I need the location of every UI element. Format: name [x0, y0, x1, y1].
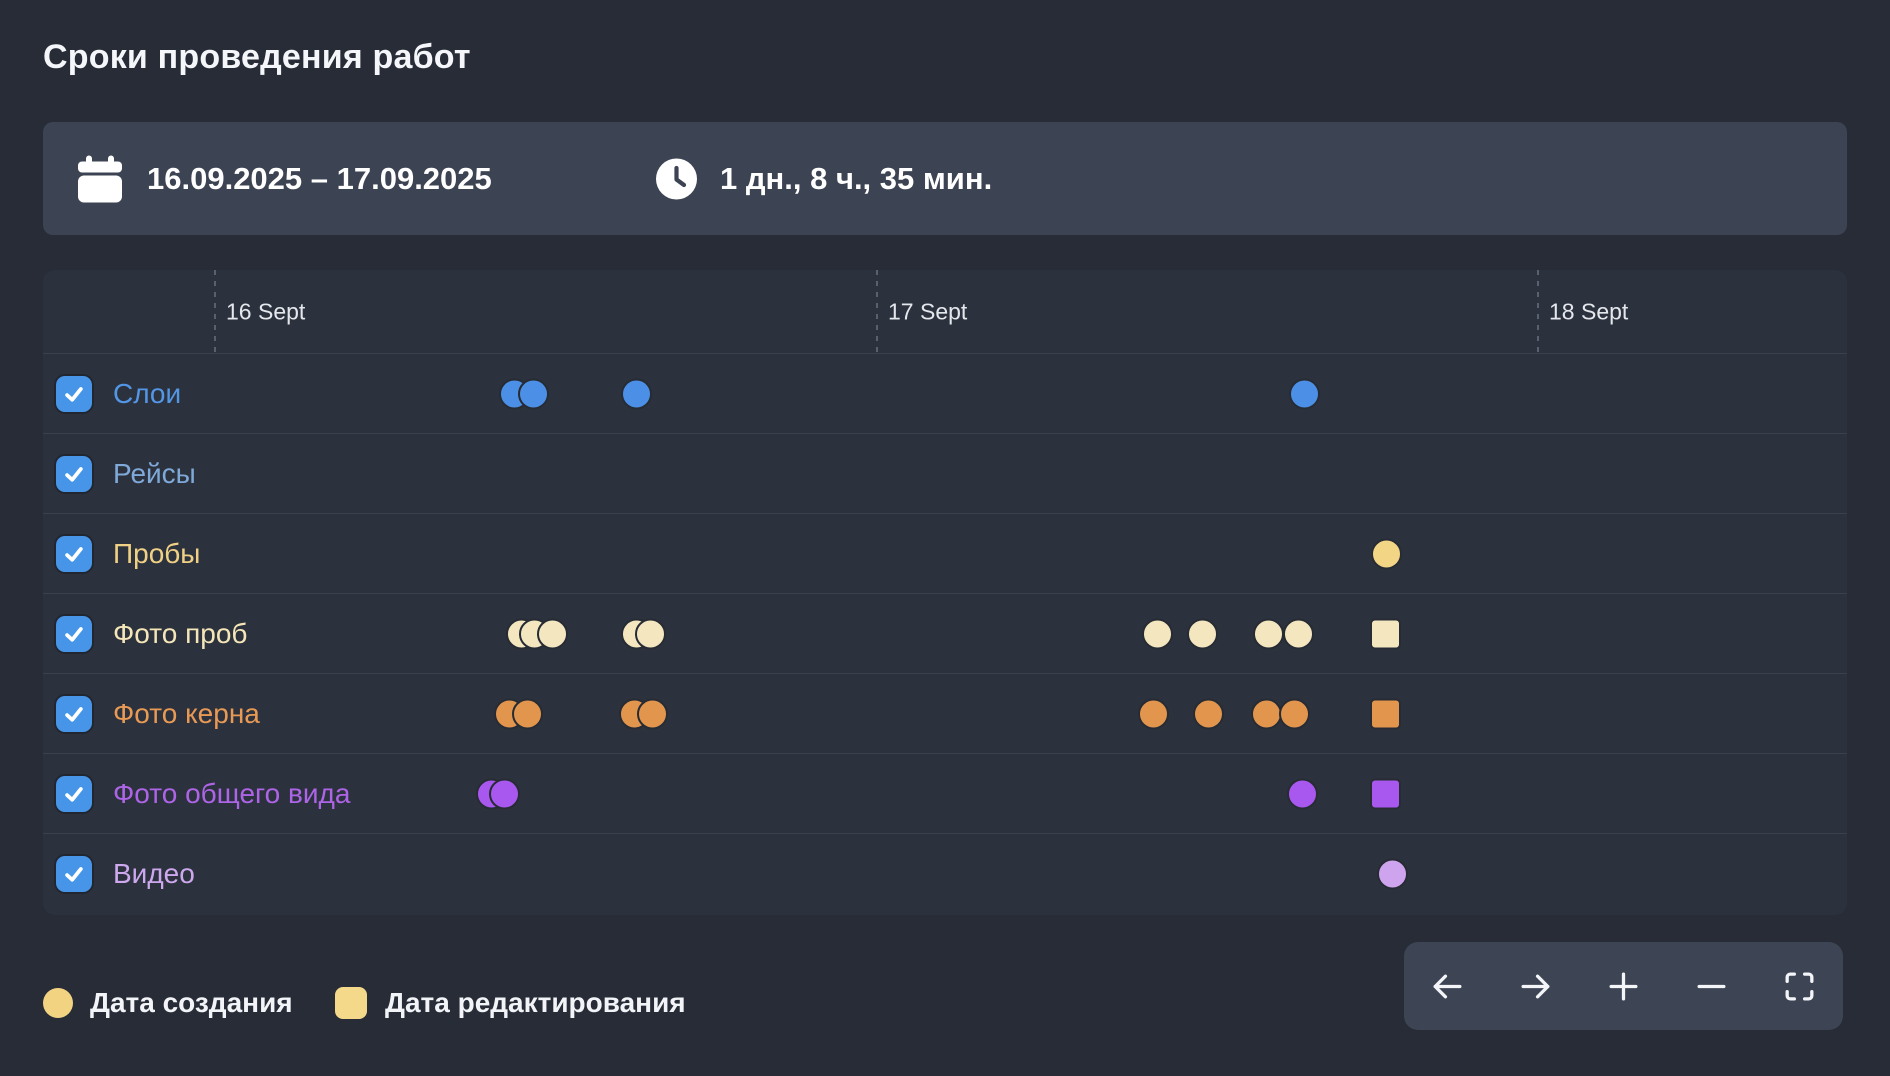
timeline-row: Видео [43, 833, 1847, 913]
day-label: 16 Sept [226, 298, 306, 324]
event-circle[interactable] [1186, 618, 1218, 649]
row-label[interactable]: Фото проб [113, 617, 248, 649]
row-checkbox[interactable] [56, 855, 92, 892]
timeline-header: 16 Sept 17 Sept 18 Sept [43, 270, 1847, 353]
checkmark-icon [65, 626, 83, 642]
timeline-row: Рейсы [43, 433, 1847, 513]
toolbar [1404, 942, 1843, 1030]
day-label: 17 Sept [888, 298, 968, 324]
event-square[interactable] [1369, 778, 1401, 809]
event-square[interactable] [1369, 618, 1401, 649]
legend-circle-swatch [43, 988, 73, 1018]
checkmark-icon [65, 706, 83, 722]
plus-icon [1609, 972, 1638, 1000]
event-circle[interactable] [620, 378, 652, 409]
row-checkbox[interactable] [56, 375, 92, 412]
row-label[interactable]: Пробы [113, 537, 201, 569]
event-circle[interactable] [488, 778, 520, 809]
timeline-rows: Слои Рейсы Пробы Фото проб [43, 353, 1847, 913]
day-label: 18 Sept [1549, 298, 1629, 324]
zoom-in-button[interactable] [1580, 942, 1668, 1030]
row-label[interactable]: Фото керна [113, 697, 260, 729]
legend: Дата создания Дата редактирования [0, 986, 1890, 1020]
event-circle[interactable] [1250, 698, 1282, 729]
row-checkbox[interactable] [56, 455, 92, 492]
timeline-row: Пробы [43, 513, 1847, 593]
event-circle[interactable] [536, 618, 568, 649]
timeline-row: Фото проб [43, 593, 1847, 673]
date-range: 16.09.2025 – 17.09.2025 [147, 160, 492, 196]
summary-bar: 16.09.2025 – 17.09.2025 1 дн., 8 ч., 35 … [43, 122, 1847, 235]
checkmark-icon [65, 466, 83, 482]
checkmark-icon [65, 546, 83, 562]
minus-icon [1697, 984, 1726, 988]
row-label[interactable]: Фото общего вида [113, 777, 351, 809]
arrow-left-icon [1433, 974, 1462, 998]
zoom-out-button[interactable] [1667, 942, 1755, 1030]
row-checkbox[interactable] [56, 535, 92, 572]
event-circle[interactable] [517, 378, 549, 409]
row-label[interactable]: Рейсы [113, 457, 196, 489]
checkmark-icon [65, 866, 83, 882]
event-circle[interactable] [511, 698, 543, 729]
event-circle[interactable] [1288, 378, 1320, 409]
day-tick-line [876, 270, 878, 353]
event-circle[interactable] [634, 618, 666, 649]
event-circle[interactable] [1278, 698, 1310, 729]
event-circle[interactable] [1282, 618, 1314, 649]
day-tick-line [1537, 270, 1539, 353]
row-checkbox[interactable] [56, 775, 92, 812]
timeline-row: Фото керна [43, 673, 1847, 753]
event-circle[interactable] [1141, 618, 1173, 649]
page-title: Сроки проведения работ [43, 38, 471, 76]
next-button[interactable] [1492, 942, 1580, 1030]
legend-square-swatch [335, 987, 367, 1019]
checkmark-icon [65, 786, 83, 802]
arrow-right-icon [1521, 974, 1550, 998]
fullscreen-button[interactable] [1755, 942, 1843, 1030]
event-circle[interactable] [1286, 778, 1318, 809]
row-label[interactable]: Слои [113, 377, 182, 409]
row-checkbox[interactable] [56, 695, 92, 732]
day-tick-line [214, 270, 216, 353]
event-square[interactable] [1369, 698, 1401, 729]
row-checkbox[interactable] [56, 615, 92, 652]
timeline-panel: 16 Sept 17 Sept 18 Sept Слои Рейсы Пробы [43, 270, 1847, 915]
clock-icon [656, 158, 697, 199]
event-circle[interactable] [1192, 698, 1224, 729]
event-circle[interactable] [1252, 618, 1284, 649]
row-label[interactable]: Видео [113, 857, 195, 889]
event-circle[interactable] [1137, 698, 1169, 729]
legend-label: Дата создания [90, 987, 293, 1018]
timeline-row: Слои [43, 353, 1847, 433]
checkmark-icon [65, 386, 83, 402]
prev-button[interactable] [1404, 942, 1492, 1030]
event-circle[interactable] [1376, 858, 1408, 889]
timeline-row: Фото общего вида [43, 753, 1847, 833]
legend-label: Дата редактирования [385, 987, 686, 1018]
event-circle[interactable] [1370, 538, 1402, 569]
duration: 1 дн., 8 ч., 35 мин. [720, 160, 993, 196]
calendar-icon [78, 155, 122, 202]
fullscreen-icon [1785, 972, 1814, 1000]
event-circle[interactable] [636, 698, 668, 729]
